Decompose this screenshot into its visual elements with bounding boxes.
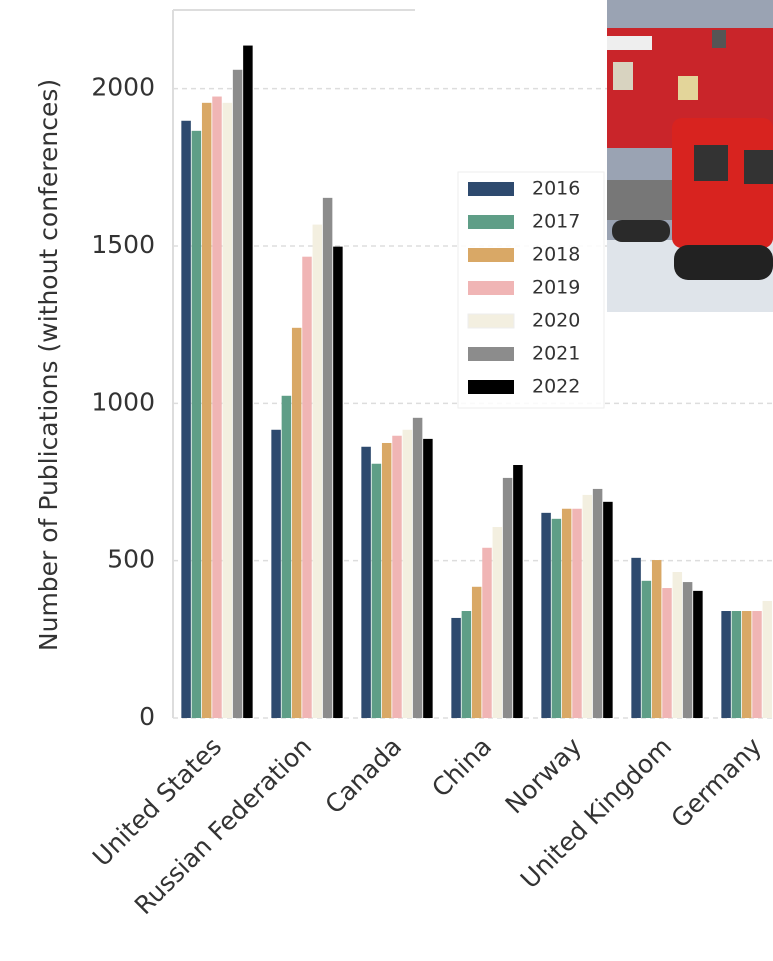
photo-window [678, 76, 698, 100]
bar [731, 611, 742, 718]
y-axis-label: Number of Publications (without conferen… [34, 79, 63, 651]
bar [222, 102, 233, 719]
legend-swatch [468, 182, 514, 196]
legend-swatch [468, 248, 514, 262]
bar [302, 256, 312, 718]
legend-swatch [468, 281, 514, 295]
bar [232, 69, 243, 718]
legend-swatch [468, 380, 514, 394]
photo-window [613, 62, 633, 90]
bar [721, 611, 731, 718]
photo-sign [607, 36, 652, 50]
x-tick-label: Canada [319, 732, 407, 820]
bar [371, 463, 382, 718]
bar [582, 494, 593, 718]
bar [312, 224, 323, 718]
photo-track [612, 220, 670, 242]
legend-label: 2020 [532, 310, 580, 332]
legend-swatch [468, 215, 514, 229]
bar [631, 557, 641, 718]
bar [191, 130, 202, 718]
photo-vehicle-window [744, 150, 773, 184]
bar [381, 442, 392, 718]
legend-swatch [467, 313, 515, 329]
x-tick-label: China [426, 732, 497, 803]
bar [492, 526, 503, 718]
photo-chimney [712, 30, 726, 48]
bar [672, 571, 683, 718]
bar [651, 560, 662, 718]
bar [471, 586, 482, 718]
bar [762, 600, 773, 718]
x-tick-label: Russian Federation [129, 732, 317, 920]
y-tick-label: 500 [107, 545, 155, 574]
bar [741, 611, 752, 718]
bar [662, 588, 672, 718]
bar [603, 501, 613, 718]
x-tick-label: Germany [665, 732, 767, 834]
bar [482, 547, 492, 718]
bar [361, 446, 371, 718]
bar [281, 395, 292, 718]
bar [461, 611, 472, 718]
legend-label: 2017 [532, 211, 580, 233]
bar [682, 582, 693, 718]
bar [181, 120, 191, 718]
bar [333, 246, 343, 718]
bar [551, 518, 562, 718]
x-tick-label: Norway [500, 732, 588, 820]
bar [423, 438, 433, 718]
legend-label: 2022 [532, 376, 580, 398]
bar [641, 580, 652, 718]
bar [201, 102, 212, 719]
legend-box [457, 171, 605, 409]
bar [402, 429, 413, 718]
photo-track [674, 245, 773, 280]
bar [392, 435, 402, 718]
y-tick-label: 1000 [91, 387, 155, 416]
y-tick-label: 1500 [91, 230, 155, 259]
photo [607, 0, 773, 312]
legend-swatch [468, 347, 514, 361]
bar [243, 45, 253, 719]
photo-vehicle-window [694, 145, 728, 181]
bar [322, 197, 333, 718]
bar [592, 488, 603, 718]
y-tick-label: 2000 [91, 73, 155, 102]
legend-label: 2018 [532, 244, 580, 266]
bar [271, 429, 281, 718]
bar [572, 508, 582, 718]
y-tick-label: 0 [139, 702, 155, 731]
bar [752, 611, 762, 718]
photo-trailer [607, 180, 672, 220]
x-tick-label: United Kingdom [515, 732, 677, 894]
legend-label: 2021 [532, 343, 580, 365]
bar [502, 477, 513, 718]
bar [561, 508, 572, 718]
bar [541, 512, 551, 718]
bar [513, 465, 523, 718]
legend-label: 2016 [532, 178, 580, 200]
bar [412, 417, 423, 718]
bar [212, 96, 222, 719]
bar [291, 327, 302, 718]
legend-label: 2019 [532, 277, 580, 299]
bar [693, 590, 703, 718]
bar [451, 617, 461, 718]
